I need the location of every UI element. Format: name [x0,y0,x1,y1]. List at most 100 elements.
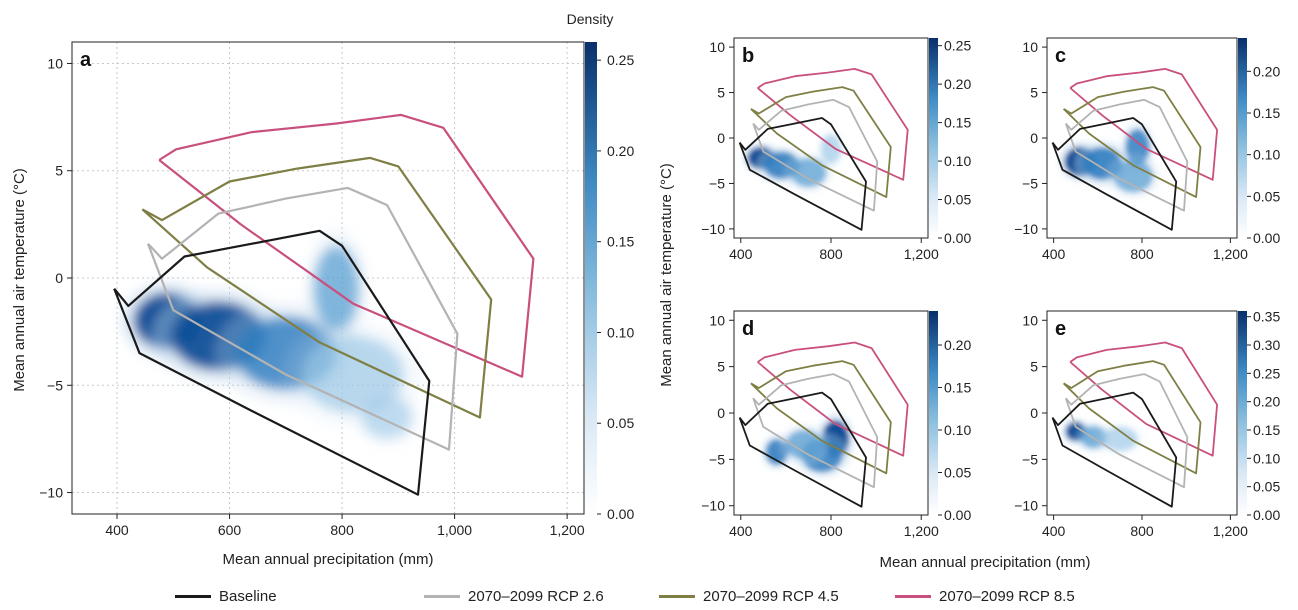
x-tick-label-d-0: 400 [729,523,753,539]
panel-label-d: d [742,318,754,340]
y-axis-title-a: Mean annual air temperature (°C) [11,168,28,392]
y-tick-label-e-3: 5 [1030,359,1038,375]
density-blur-d [761,413,855,480]
envelope-baseline-c [1051,117,1178,231]
colorbar-tick-label-b-4: 0.20 [944,76,971,92]
density-core-e-2 [1102,426,1138,452]
x-tick-label-d-2: 1,200 [904,523,939,539]
x-tick-label-c-0: 400 [1042,246,1066,262]
envelope-rcp26-d [752,373,879,489]
panel-e: 400 800 1,200 −10 −5 0 5 10 e 0.00 0.05 0.10 0.15 0.2… [1014,309,1280,539]
colorbar-tick-label-a-0: 0.00 [607,506,634,522]
density-core-d-3 [785,429,822,460]
envelope-rcp85-e [1069,341,1218,457]
colorbar-tick-label-b-3: 0.15 [944,115,971,131]
y-tick-label-e-4: 10 [1022,312,1038,328]
colorbar-tick-label-c-1: 0.05 [1253,188,1280,204]
x-tick-label-c-1: 800 [1130,246,1154,262]
y-tick-label-b-2: 0 [717,130,725,146]
x-tick-label-e-2: 1,200 [1213,523,1248,539]
envelope-baseline-e [1051,391,1178,508]
y-tick-label-d-2: 0 [717,405,725,421]
panel-label-a: a [80,49,92,71]
colorbar-tick-label-c-4: 0.20 [1253,63,1280,79]
y-tick-label-d-3: 5 [717,359,725,375]
y-tick-label-e-1: −5 [1022,451,1038,467]
legend-swatch-baseline [175,595,211,598]
colorbar-tick-label-b-5: 0.25 [944,38,971,54]
envelope-rcp45-d [750,360,892,475]
plot-frame-e [1046,310,1238,516]
colorbar-tick-label-e-3: 0.15 [1253,422,1280,438]
y-tick-label-d-0: −10 [701,498,725,514]
envelope-rcp45-e [1062,360,1202,475]
colorbar-d [929,311,938,515]
colorbar-tick-label-e-1: 0.05 [1253,479,1280,495]
y-tick-label-a-1: −5 [47,377,63,393]
legend-swatch-rcp26 [424,595,460,598]
x-tick-label-e-1: 800 [1130,523,1154,539]
x-tick-label-e-0: 400 [1042,523,1066,539]
density-layer-b [742,128,846,193]
panel-c: 400 800 1,200 −10 −5 0 5 10 c 0.00 0.05 0.10 0.15 0.2… [1014,37,1280,262]
x-tick-label-b-2: 1,200 [904,246,939,262]
density-layer-a [120,228,425,448]
colorbar-tick-label-a-3: 0.15 [607,234,634,250]
y-tick-label-a-0: −10 [39,485,63,501]
y-tick-label-a-3: 5 [55,163,63,179]
colorbar-c [1238,38,1247,238]
density-core-c-3 [1113,159,1154,193]
panel-label-e: e [1055,318,1066,340]
colorbar-tick-label-a-5: 0.25 [607,52,634,68]
envelope-rcp26-a [146,186,459,451]
panel-d: 400 800 1,200 −10 −5 0 5 10 d 0.00 0.05 0.10 0.15 0.2… [701,310,971,539]
colorbar-tick-label-e-6: 0.30 [1253,337,1280,353]
legend-item-rcp85: 2070–2099 RCP 8.5 [895,588,1075,605]
y-tick-label-e-2: 0 [1030,405,1038,421]
y-tick-label-c-3: 5 [1030,85,1038,101]
envelope-baseline-b [738,117,867,231]
colorbar-tick-label-e-5: 0.25 [1253,365,1280,381]
colorbar-e [1238,311,1247,515]
x-tick-label-a-4: 1,200 [550,522,585,538]
density-core-b-3 [820,134,842,164]
x-tick-label-b-0: 400 [729,246,753,262]
y-tick-label-a-2: 0 [55,270,63,286]
y-tick-label-b-3: 5 [717,85,725,101]
density-layer-c [1058,121,1162,200]
legend-swatch-rcp45 [659,595,695,598]
envelope-rcp26-e [1064,373,1189,489]
legend-swatch-rcp85 [895,595,931,598]
colorbar-tick-label-e-7: 0.35 [1253,309,1280,325]
plot-frame-d [733,310,929,516]
envelope-rcp26-b [752,98,879,212]
colorbar-title: Density [567,11,614,27]
envelope-rcp45-b [750,86,892,199]
colorbar-tick-label-e-4: 0.20 [1253,394,1280,410]
legend-label-rcp85: 2070–2099 RCP 8.5 [939,588,1075,605]
envelope-rcp85-c [1069,68,1218,181]
legend-label-rcp45: 2070–2099 RCP 4.5 [703,588,839,605]
colorbar-tick-label-e-2: 0.10 [1253,450,1280,466]
x-axis-title-a: Mean annual precipitation (mm) [223,551,434,568]
y-tick-label-d-4: 10 [709,312,725,328]
y-tick-label-e-0: −10 [1014,498,1038,514]
colorbar-tick-label-b-2: 0.10 [944,153,971,169]
x-tick-label-c-2: 1,200 [1213,246,1248,262]
envelopes-a [113,113,535,496]
colorbar-tick-label-c-2: 0.10 [1253,147,1280,163]
y-tick-label-b-4: 10 [709,39,725,55]
colorbar-a [585,42,597,514]
colorbar-tick-label-d-1: 0.05 [944,465,971,481]
density-blur-a [120,228,425,448]
legend-item-baseline: Baseline [175,588,277,605]
panel-b: 400 800 1,200 −10 −5 0 5 10 b 0.00 0.05 0.10 0.15 0.2… [701,37,971,262]
panel-label-b: b [742,45,754,67]
y-tick-label-c-1: −5 [1022,175,1038,191]
legend-item-rcp26: 2070–2099 RCP 2.6 [424,588,604,605]
envelopes-d [738,341,909,508]
y-tick-label-c-0: −10 [1014,221,1038,237]
colorbar-tick-label-a-4: 0.20 [607,143,634,159]
colorbar-tick-label-c-3: 0.15 [1253,105,1280,121]
colorbar-tick-label-a-2: 0.10 [607,324,634,340]
